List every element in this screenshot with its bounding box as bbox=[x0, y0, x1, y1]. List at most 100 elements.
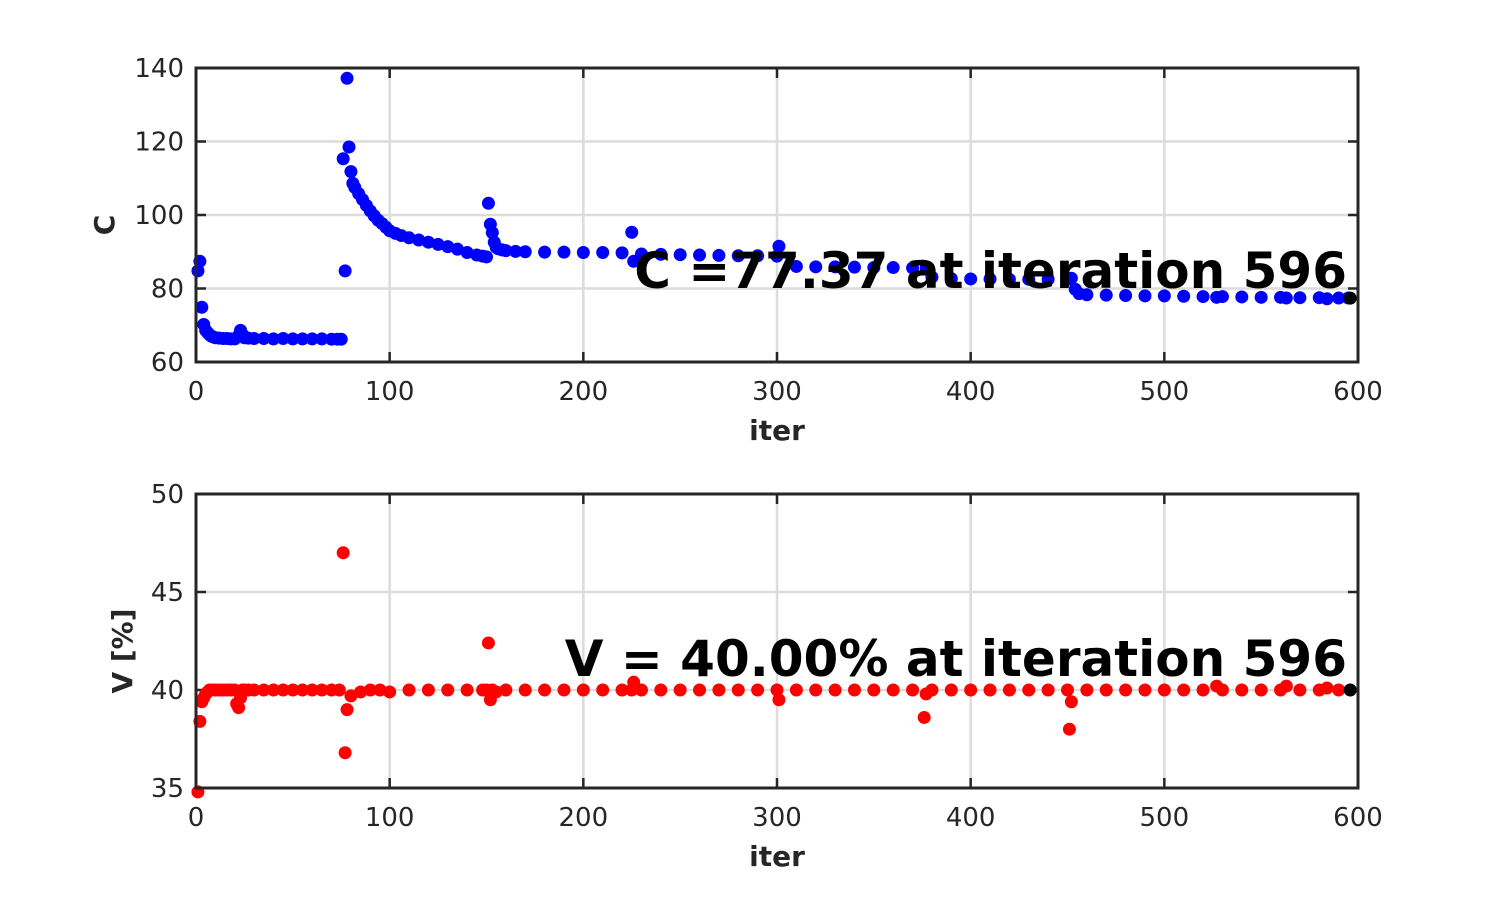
final-point bbox=[1343, 683, 1357, 697]
data-point bbox=[1099, 683, 1113, 697]
result-annotation: V = 40.00% at iteration 596 bbox=[565, 630, 1347, 688]
x-tick-label: 400 bbox=[946, 803, 996, 833]
data-point bbox=[557, 683, 571, 697]
data-point bbox=[906, 261, 920, 275]
data-point bbox=[499, 683, 513, 697]
data-point bbox=[481, 636, 495, 650]
data-point bbox=[340, 71, 354, 85]
data-point bbox=[373, 683, 387, 697]
data-point bbox=[1196, 683, 1210, 697]
data-point bbox=[964, 272, 978, 286]
data-point bbox=[296, 332, 310, 346]
data-point bbox=[809, 260, 823, 274]
data-point bbox=[257, 683, 271, 697]
data-point bbox=[964, 683, 978, 697]
data-point bbox=[712, 683, 726, 697]
y-tick-label: 100 bbox=[134, 201, 184, 231]
data-point bbox=[1157, 683, 1171, 697]
data-point bbox=[673, 248, 687, 262]
data-point bbox=[847, 683, 861, 697]
data-point bbox=[421, 683, 435, 697]
data-point bbox=[1064, 695, 1078, 709]
data-point bbox=[576, 245, 590, 259]
data-point bbox=[247, 683, 261, 697]
data-point bbox=[751, 249, 765, 263]
data-point bbox=[751, 683, 765, 697]
data-point bbox=[344, 165, 358, 179]
data-point bbox=[772, 693, 786, 707]
data-point bbox=[195, 300, 209, 314]
data-point bbox=[342, 140, 356, 154]
data-point bbox=[518, 683, 532, 697]
data-point bbox=[1279, 291, 1293, 305]
data-point bbox=[770, 683, 784, 697]
data-point bbox=[576, 683, 590, 697]
y-tick-label: 140 bbox=[134, 54, 184, 84]
data-point bbox=[332, 683, 346, 697]
data-point bbox=[867, 261, 881, 275]
data-point bbox=[867, 683, 881, 697]
y-tick-label: 50 bbox=[151, 480, 184, 510]
data-point bbox=[1215, 290, 1229, 304]
data-point bbox=[402, 231, 416, 245]
data-point bbox=[315, 683, 329, 697]
data-point bbox=[789, 683, 803, 697]
data-point bbox=[336, 546, 350, 560]
data-point bbox=[305, 683, 319, 697]
y-tick-label: 40 bbox=[151, 676, 184, 706]
data-point bbox=[412, 233, 426, 247]
data-point bbox=[1061, 683, 1074, 697]
data-point bbox=[789, 259, 803, 273]
data-point bbox=[917, 710, 931, 724]
y-tick-label: 35 bbox=[151, 774, 184, 804]
data-point bbox=[247, 331, 261, 345]
data-point bbox=[266, 683, 280, 697]
data-point bbox=[338, 746, 352, 760]
data-point bbox=[286, 683, 300, 697]
data-point bbox=[693, 683, 707, 697]
x-tick-label: 100 bbox=[365, 377, 415, 407]
data-point bbox=[1254, 683, 1268, 697]
data-point bbox=[1254, 290, 1268, 304]
data-point bbox=[847, 260, 861, 274]
data-point bbox=[518, 245, 532, 259]
x-tick-label: 500 bbox=[1140, 803, 1190, 833]
data-point bbox=[421, 235, 435, 249]
data-point bbox=[925, 683, 939, 697]
data-point bbox=[1235, 290, 1249, 304]
x-tick-label: 200 bbox=[559, 803, 609, 833]
data-point bbox=[925, 270, 939, 284]
data-point bbox=[232, 701, 246, 715]
x-tick-label: 0 bbox=[188, 803, 205, 833]
x-axis-label: iter bbox=[749, 840, 805, 873]
data-point bbox=[363, 683, 377, 697]
data-point bbox=[1022, 683, 1036, 697]
data-point bbox=[596, 245, 610, 259]
x-tick-label: 500 bbox=[1140, 377, 1190, 407]
data-point bbox=[1320, 292, 1334, 306]
data-point bbox=[654, 683, 668, 697]
x-tick-label: 0 bbox=[188, 377, 205, 407]
data-point bbox=[693, 248, 707, 262]
y-tick-label: 80 bbox=[151, 275, 184, 305]
data-point bbox=[615, 246, 629, 260]
data-point bbox=[983, 272, 997, 286]
data-point bbox=[673, 683, 687, 697]
data-point bbox=[257, 331, 271, 345]
data-point bbox=[336, 152, 350, 166]
data-point bbox=[1177, 683, 1191, 697]
final-point bbox=[1343, 291, 1357, 305]
data-point bbox=[266, 332, 280, 346]
data-point bbox=[402, 683, 416, 697]
y-tick-label: 120 bbox=[134, 128, 184, 158]
data-point bbox=[770, 249, 784, 263]
x-tick-label: 600 bbox=[1333, 803, 1383, 833]
x-tick-label: 300 bbox=[752, 803, 802, 833]
data-point bbox=[1138, 289, 1152, 303]
data-point bbox=[1064, 271, 1078, 285]
data-point bbox=[1279, 679, 1293, 693]
data-point bbox=[1099, 288, 1113, 302]
data-point bbox=[1080, 288, 1094, 302]
data-point bbox=[1138, 683, 1152, 697]
data-point bbox=[509, 244, 523, 258]
